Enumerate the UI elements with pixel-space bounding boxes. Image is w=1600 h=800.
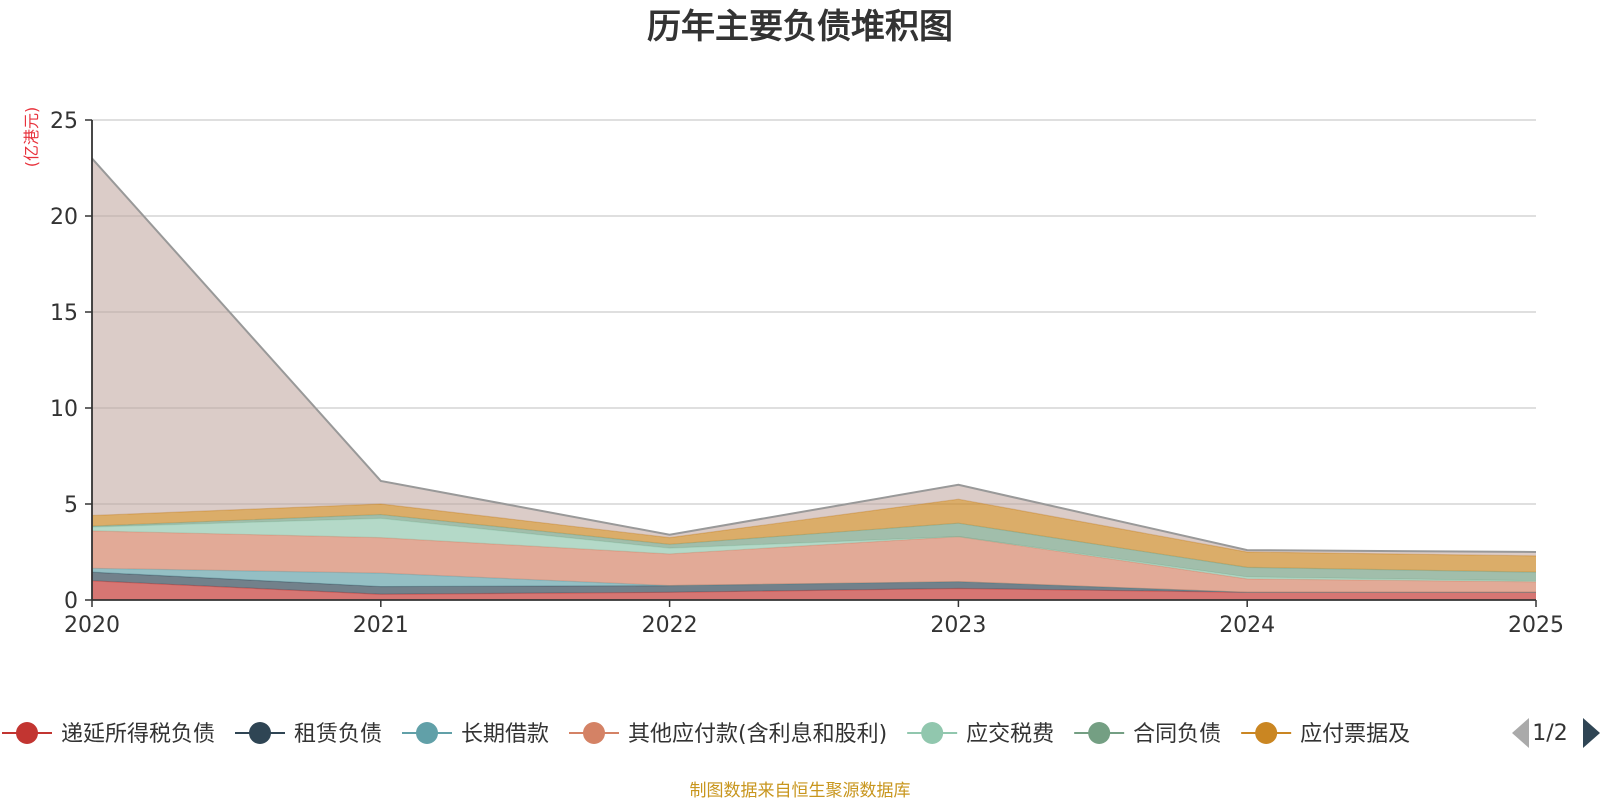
legend-label: 其他应付款(含利息和股利) — [628, 722, 887, 747]
area-series-group — [91, 157, 1537, 600]
y-tick-label: 10 — [50, 397, 78, 422]
legend-marker-circle-icon — [416, 722, 439, 744]
y-tick-label: 0 — [64, 589, 78, 614]
legend-label: 递延所得税负债 — [61, 722, 215, 747]
area-series-2 — [92, 572, 1536, 595]
legend-marker-circle-icon — [1088, 722, 1111, 744]
legend-label: 应付票据及 — [1300, 722, 1410, 747]
y-axis-unit-label: (亿港元) — [22, 107, 41, 168]
x-tick-label: 2021 — [353, 613, 409, 638]
legend-page-indicator: 1/2 — [1532, 721, 1567, 746]
y-tick-label: 15 — [50, 301, 78, 326]
legend-label: 应交税费 — [966, 722, 1054, 747]
legend-label: 租赁负债 — [294, 722, 382, 747]
area-series-4 — [92, 530, 1536, 593]
area-series-8 — [92, 158, 1536, 556]
legend-prev-page-icon[interactable] — [1512, 718, 1529, 748]
legend-marker-circle-icon — [583, 722, 606, 744]
area-series-7-line — [91, 498, 1537, 557]
legend-marker-circle-icon — [921, 722, 944, 744]
legend-item[interactable]: 递延所得税负债 — [2, 722, 215, 747]
legend-item[interactable]: 合同负债 — [1074, 722, 1221, 747]
y-tick-label: 20 — [50, 205, 78, 230]
x-tick-label: 2024 — [1219, 613, 1275, 638]
legend-label: 合同负债 — [1133, 722, 1221, 747]
area-series-8-line — [91, 157, 1537, 553]
area-series-7 — [92, 499, 1536, 573]
data-source-note: 制图数据来自恒生聚源数据库 — [690, 781, 911, 800]
y-tick-label: 5 — [64, 493, 78, 518]
x-tick-label: 2022 — [642, 613, 698, 638]
legend-item[interactable]: 应付票据及 — [1241, 722, 1410, 747]
x-tick-label: 2020 — [64, 613, 120, 638]
x-tick-label: 2023 — [930, 613, 986, 638]
legend-pager: 1/2 — [1512, 718, 1600, 748]
legend-item[interactable]: 长期借款 — [402, 722, 549, 747]
x-tick-label: 2025 — [1508, 613, 1564, 638]
area-series-5 — [92, 518, 1536, 582]
legend-marker-circle-icon — [1255, 722, 1278, 744]
legend-marker-circle-icon — [16, 722, 38, 744]
legend-next-page-icon[interactable] — [1583, 718, 1600, 748]
legend-item[interactable]: 应交税费 — [907, 722, 1054, 747]
chart-title: 历年主要负债堆积图 — [647, 7, 953, 47]
legend-item[interactable]: 其他应付款(含利息和股利) — [569, 722, 887, 747]
grid-lines — [92, 119, 1536, 505]
y-tick-label: 25 — [50, 109, 78, 134]
legend-marker-circle-icon — [249, 722, 272, 744]
area-series-6 — [92, 514, 1536, 581]
legend-label: 长期借款 — [461, 722, 549, 747]
legend: 递延所得税负债 租赁负债 长期借款 其他应付款(含利息和股利) 应交税费 合同负债 应付票据… — [2, 722, 1410, 747]
legend-item[interactable]: 租赁负债 — [235, 722, 382, 747]
